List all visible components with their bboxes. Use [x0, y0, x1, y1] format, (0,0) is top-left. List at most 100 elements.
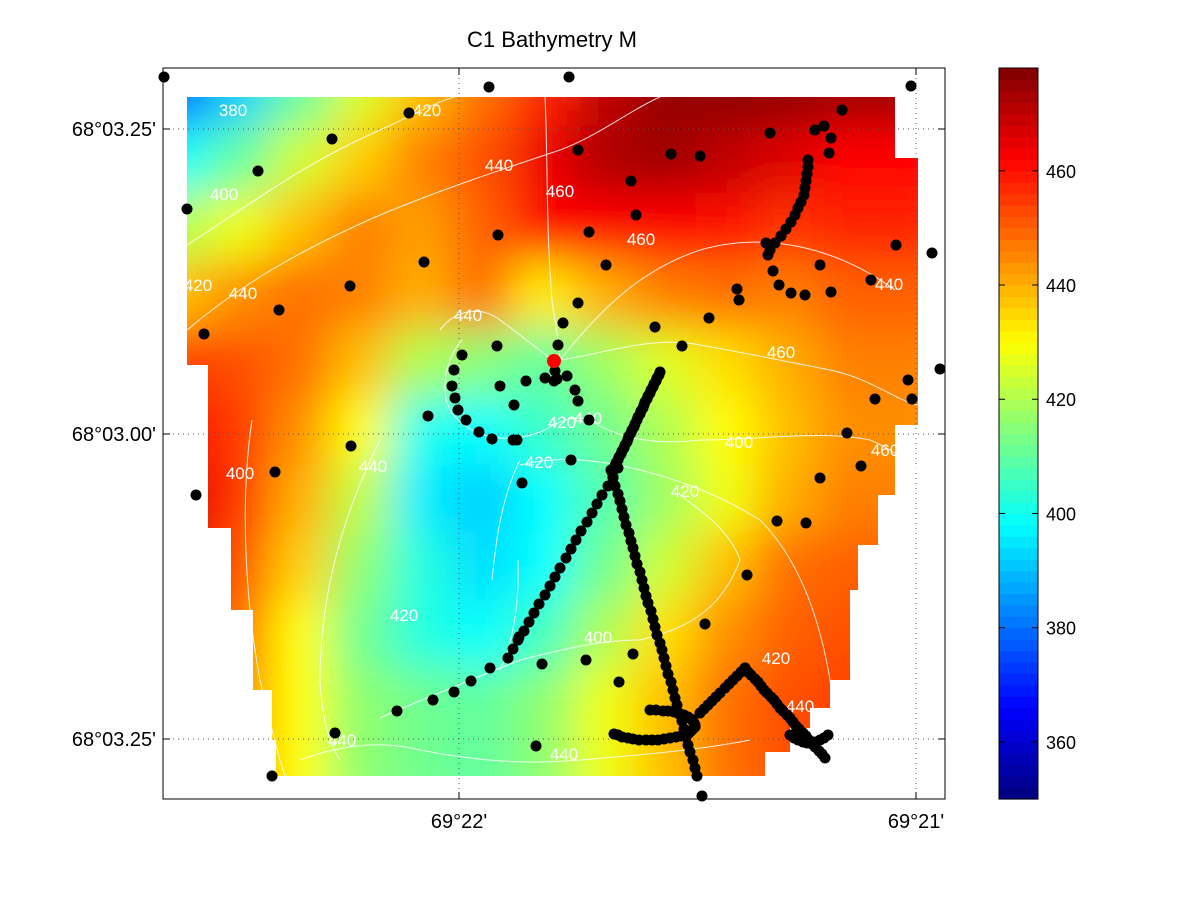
station-dot	[158, 71, 170, 83]
grid-lines	[163, 68, 945, 799]
station-dot	[549, 571, 561, 583]
station-dot	[273, 304, 285, 316]
colorbar-segment	[999, 502, 1038, 515]
station-dot	[427, 694, 439, 706]
station-dot	[841, 427, 853, 439]
colorbar-segment	[999, 616, 1038, 629]
colorbar-segment	[999, 342, 1038, 355]
colorbar-segment	[999, 696, 1038, 709]
station-dot	[198, 328, 210, 340]
station-dot	[630, 209, 642, 221]
y-tick-label: 68°03.25'	[72, 729, 156, 751]
colorbar-segment	[999, 273, 1038, 286]
station-dot	[694, 150, 706, 162]
colorbar-segment	[999, 776, 1038, 789]
contour-label: 440	[229, 284, 257, 303]
plot-area: 380 420 400 440 460 460 420 440 440 460 440 440 420 4…	[158, 67, 946, 802]
station-dot	[926, 247, 938, 259]
y-tick-label: 68°03.00'	[72, 424, 156, 446]
contour-label: 440	[359, 457, 387, 476]
colorbar-segment	[999, 467, 1038, 480]
station-dot	[565, 543, 577, 555]
station-dot	[771, 515, 783, 527]
colorbar-segment	[999, 547, 1038, 560]
station-dot	[575, 525, 587, 537]
station-dot	[612, 462, 624, 474]
station-dot	[563, 71, 575, 83]
station-dot	[326, 133, 338, 145]
x-axis-tick-labels: 69°22' 69°21'	[431, 811, 944, 833]
colorbar-segment	[999, 719, 1038, 732]
station-dot	[767, 265, 779, 277]
colorbar-segment	[999, 364, 1038, 377]
station-dot	[764, 244, 776, 256]
colorbar-segment	[999, 307, 1038, 320]
station-dot	[448, 686, 460, 698]
colorbar-segment	[999, 787, 1038, 800]
station-dot	[554, 562, 566, 574]
contour-label: 420	[525, 453, 553, 472]
colorbar-segment	[999, 387, 1038, 400]
station-dot	[741, 569, 753, 581]
colorbar-segment	[999, 422, 1038, 435]
station-dot	[533, 598, 545, 610]
station-dot	[508, 399, 520, 411]
station-dot	[814, 259, 826, 271]
station-dot	[906, 393, 918, 405]
station-dot	[733, 294, 745, 306]
colorbar-segment	[999, 262, 1038, 275]
station-dot	[580, 654, 592, 666]
colorbar-segment	[999, 581, 1038, 594]
station-dot	[814, 472, 826, 484]
station-dot	[252, 165, 264, 177]
colorbar-segment	[999, 102, 1038, 115]
colorbar-segment	[999, 205, 1038, 218]
colorbar-gradient	[999, 68, 1038, 800]
station-dot	[569, 384, 581, 396]
x-tick-label: 69°22'	[431, 811, 487, 833]
contour-label: 460	[546, 182, 574, 201]
colorbar-segment	[999, 627, 1038, 640]
colorbar-tick-label: 420	[1046, 390, 1076, 410]
station-dot	[523, 616, 535, 628]
contour-label: 440	[786, 697, 814, 716]
station-dot	[691, 770, 703, 782]
contour-label: 440	[454, 306, 482, 325]
colorbar-segment	[999, 536, 1038, 549]
sounding-stations	[158, 71, 946, 802]
contour-label: 420	[413, 101, 441, 120]
colorbar-segment	[999, 684, 1038, 697]
station-dot	[448, 364, 460, 376]
contour-label: 400	[584, 628, 612, 647]
coverage-mask	[163, 68, 945, 799]
station-dot	[391, 705, 403, 717]
colorbar-segment	[999, 193, 1038, 206]
colorbar-segment	[999, 764, 1038, 777]
station-dot	[581, 516, 593, 528]
y-tick-label: 68°03.25'	[72, 119, 156, 141]
contour-label: 440	[550, 745, 578, 764]
station-dot	[552, 339, 564, 351]
station-dot	[818, 120, 830, 132]
station-dot	[694, 707, 706, 719]
contour-label: 400	[226, 464, 254, 483]
station-dot	[572, 144, 584, 156]
depth-color-field	[163, 68, 945, 799]
station-dot	[446, 380, 458, 392]
station-dot	[676, 340, 688, 352]
colorbar-frame	[998, 67, 1039, 800]
colorbar-segment	[999, 730, 1038, 743]
station-dot	[865, 274, 877, 286]
colorbar-segment	[999, 136, 1038, 149]
colorbar-segment	[999, 159, 1038, 172]
contour-label: 400	[725, 433, 753, 452]
x-tick-label: 69°21'	[888, 811, 944, 833]
station-dot	[665, 148, 677, 160]
station-dot	[644, 704, 656, 716]
colorbar-segment	[999, 433, 1038, 446]
station-dot	[625, 175, 637, 187]
contour-label: 420	[390, 606, 418, 625]
colorbar-segment	[999, 79, 1038, 92]
contour-labels: 380 420 400 440 460 460 420 440 440 460 440 440 420 4…	[184, 101, 903, 764]
contour-label: 420	[671, 482, 699, 501]
